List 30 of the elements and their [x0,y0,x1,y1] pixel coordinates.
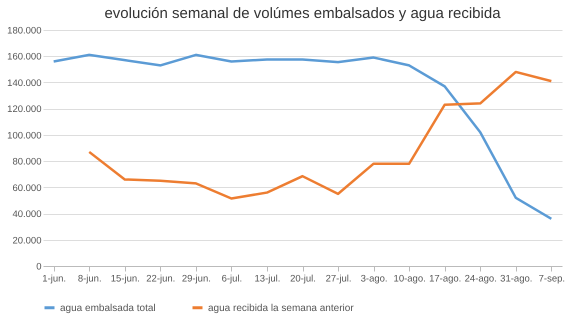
x-tick-label: 24-ago. [464,274,497,284]
y-tick-label: 160.000 [7,52,42,63]
x-tick-label: 3-ago. [360,274,388,284]
y-tick-label: 20.000 [12,235,42,246]
y-tick-label: 60.000 [12,182,42,194]
x-tick-label: 31-ago. [500,274,532,284]
x-tick-label: 1-jun. [42,274,66,284]
chart-title: evolución semanal de volúmes embalsados y agua recibida [104,5,502,22]
line-series [88,70,553,200]
x-tick-label: 6-jul. [222,274,242,284]
x-tick-label: 29-jun. [182,274,211,284]
y-tick-label: 140.000 [7,78,42,89]
legend-label: agua embalsada total [60,302,156,314]
x-tick-label: 27-jul. [326,274,352,284]
x-tick-label: 15-jun. [110,274,140,284]
x-tick-label: 17-ago. [429,274,462,284]
y-tick-label: 80.000 [12,156,42,168]
legend-label: agua recibida la semana anterior [208,302,354,314]
x-tick-label: 20-jul. [290,274,316,284]
x-tick-label: 7-sep. [538,274,566,284]
x-tick-label: 10-ago. [394,274,426,284]
y-tick-label: 120.000 [7,104,42,116]
y-tick-label: 180.000 [7,26,42,36]
y-tick-label: 0 [36,262,42,272]
x-tick-label: 22-jun. [146,274,176,284]
x-tick-label: 13-jul. [254,274,280,284]
y-tick-label: 100.000 [7,130,42,142]
y-tick-label: 40.000 [12,209,42,220]
line-series [52,54,553,220]
x-tick-label: 8-jun. [78,274,102,284]
